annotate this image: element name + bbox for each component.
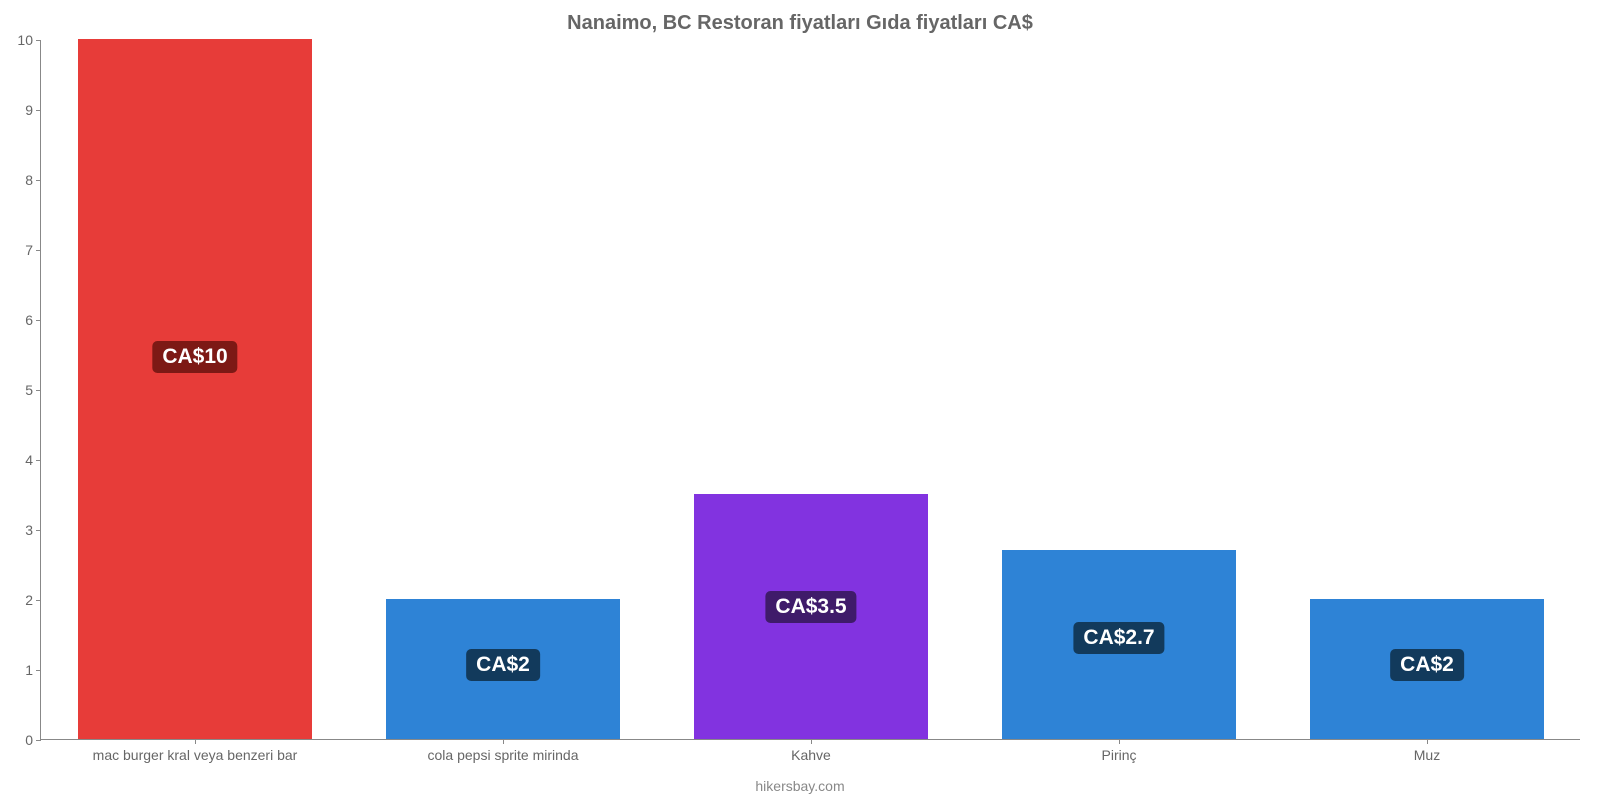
y-tick-mark — [36, 110, 41, 111]
y-tick-mark — [36, 740, 41, 741]
y-tick-mark — [36, 460, 41, 461]
x-tick-label: cola pepsi sprite mirinda — [428, 739, 579, 763]
x-tick-label: Muz — [1414, 739, 1440, 763]
y-tick-mark — [36, 180, 41, 181]
bar-value-label: CA$2 — [1390, 649, 1464, 681]
y-tick-mark — [36, 250, 41, 251]
x-tick-label: mac burger kral veya benzeri bar — [93, 739, 298, 763]
y-tick-mark — [36, 530, 41, 531]
plot-area: 012345678910CA$10mac burger kral veya be… — [40, 40, 1580, 740]
y-tick-mark — [36, 600, 41, 601]
y-tick-mark — [36, 40, 41, 41]
y-tick-mark — [36, 320, 41, 321]
chart-title: Nanaimo, BC Restoran fiyatları Gıda fiya… — [0, 12, 1600, 35]
bar-value-label: CA$10 — [152, 341, 237, 373]
x-tick-label: Kahve — [791, 739, 831, 763]
y-tick-mark — [36, 390, 41, 391]
bar-value-label: CA$3.5 — [765, 591, 856, 623]
bar — [78, 39, 312, 739]
bar-value-label: CA$2.7 — [1073, 622, 1164, 654]
bar-value-label: CA$2 — [466, 649, 540, 681]
footer-credit: hikersbay.com — [0, 778, 1600, 794]
x-tick-label: Pirinç — [1101, 739, 1136, 763]
y-tick-mark — [36, 670, 41, 671]
